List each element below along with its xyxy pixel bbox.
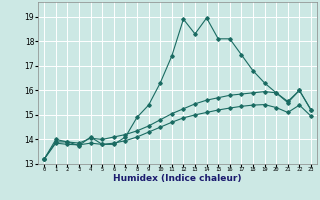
X-axis label: Humidex (Indice chaleur): Humidex (Indice chaleur) [113, 174, 242, 183]
